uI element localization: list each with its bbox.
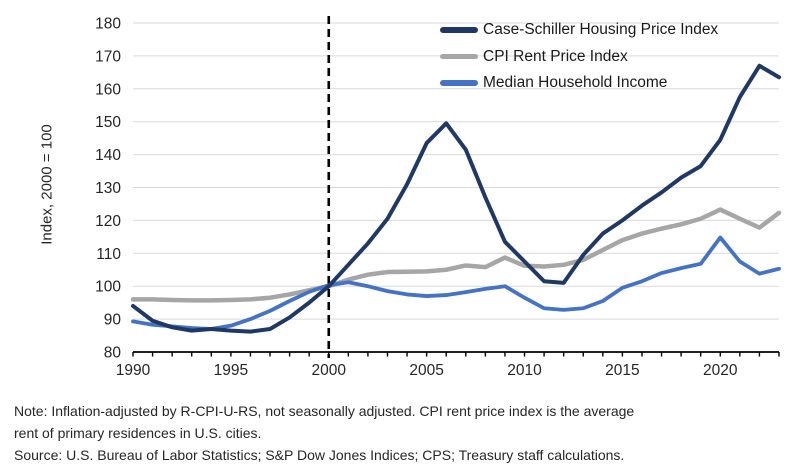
svg-text:170: 170 [95, 48, 121, 65]
legend-swatch-case-schiller [440, 27, 478, 33]
y-tick-labels: 80 90 100 110 120 130 140 150 160 170 180 [95, 16, 121, 362]
svg-text:2020: 2020 [703, 362, 738, 379]
note-line-1: Note: Inflation-adjusted by R-CPI-U-RS, … [14, 403, 635, 419]
series-line-cpi-rent-price-index [130, 207, 782, 303]
svg-text:160: 160 [95, 81, 121, 98]
x-tick-labels: 1990 1995 2000 2005 2010 2015 2020 [116, 362, 738, 379]
svg-text:80: 80 [104, 345, 122, 362]
legend-label-median-income: Median Household Income [483, 74, 668, 91]
svg-text:2005: 2005 [409, 362, 443, 379]
svg-text:2000: 2000 [312, 362, 347, 379]
svg-text:90: 90 [104, 312, 122, 329]
legend-label-cpi-rent: CPI Rent Price Index [483, 47, 628, 65]
svg-text:130: 130 [95, 180, 121, 197]
legend-item-cpi-rent: CPI Rent Price Index [440, 47, 718, 67]
svg-text:120: 120 [95, 213, 121, 230]
legend-swatch-median-income [440, 80, 478, 86]
svg-text:150: 150 [95, 114, 121, 131]
chart-legend: Case-Schiller Housing Price Index CPI Re… [440, 20, 718, 100]
chart-notes: Note: Inflation-adjusted by R-CPI-U-RS, … [14, 400, 634, 466]
svg-text:140: 140 [95, 147, 121, 164]
svg-text:110: 110 [96, 246, 121, 263]
chart-svg: 80 90 100 110 120 130 140 150 160 170 180 1990 1995 2… [95, 16, 782, 379]
svg-text:180: 180 [95, 16, 121, 33]
svg-text:1995: 1995 [214, 362, 248, 379]
x-axis [132, 351, 780, 357]
legend-item-median-income: Median Household Income [440, 73, 718, 93]
svg-text:2015: 2015 [605, 362, 639, 379]
note-line-2: rent of primary residences in U.S. citie… [14, 425, 262, 441]
series-line-case-schiller-housing-price-index [131, 63, 781, 334]
legend-swatch-cpi-rent [440, 53, 478, 60]
svg-text:1990: 1990 [116, 362, 151, 379]
series-line-median-household-income [131, 235, 781, 331]
legend-label-case-schiller: Case-Schiller Housing Price Index [483, 21, 719, 38]
svg-text:100: 100 [95, 279, 121, 296]
source-line: Source: U.S. Bureau of Labor Statistics;… [14, 447, 625, 463]
legend-item-case-schiller: Case-Schiller Housing Price Index [440, 20, 718, 40]
y-axis-title: Index, 2000 = 100 [38, 124, 56, 245]
svg-text:2010: 2010 [507, 362, 542, 379]
